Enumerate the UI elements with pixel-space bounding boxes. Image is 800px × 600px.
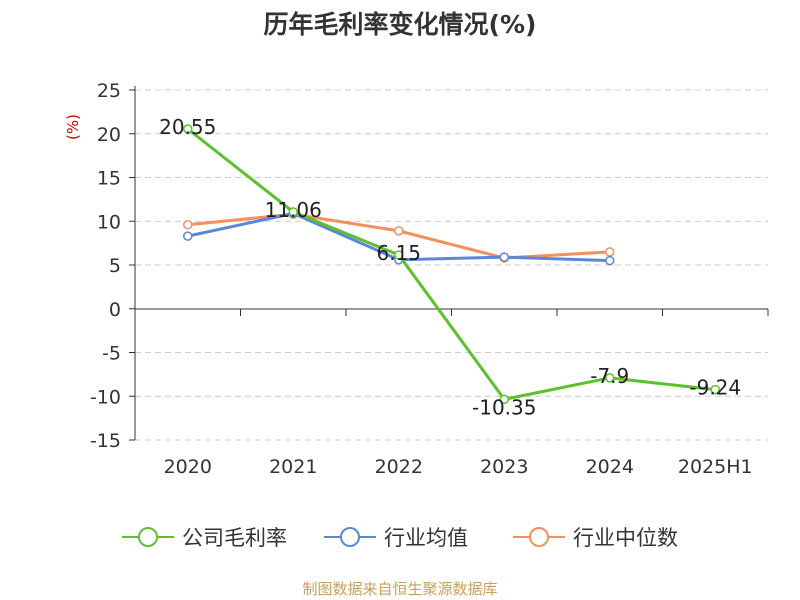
series-line: [186, 127, 716, 401]
x-tick-label: 2022: [375, 456, 423, 478]
data-point: [288, 207, 298, 217]
axes: 25 20 15 10 5 0 -5 -10 -15 2020 2021 2022 2023 2024 20…: [90, 80, 769, 478]
y-tick-label: -15: [90, 430, 121, 452]
data-point: [183, 220, 193, 230]
data-point: [710, 384, 720, 395]
legend-label: 公司毛利率: [182, 526, 287, 550]
x-tick-label: 2023: [480, 456, 528, 478]
legend: 公司毛利率 行业均值 行业中位数: [122, 526, 678, 550]
data-labels: 20.55 11.06 6.15 -10.35 -7.9 -9.24: [159, 115, 741, 419]
chart-title: 历年毛利率变化情况(%): [264, 10, 537, 39]
series-lines: [183, 124, 720, 405]
legend-marker: [340, 527, 360, 547]
x-tick-label: 2024: [586, 456, 634, 478]
y-tick-label: 10: [97, 211, 121, 233]
legend-label: 行业中位数: [573, 526, 678, 550]
y-tick-label: 25: [97, 80, 121, 102]
data-label: -10.35: [472, 395, 536, 419]
data-label: 11.06: [265, 198, 322, 222]
legend-label: 行业均值: [384, 526, 468, 550]
data-label: 6.15: [376, 241, 421, 265]
x-tick-label: 2021: [269, 456, 317, 478]
data-point: [183, 231, 193, 241]
data-label: -9.24: [689, 376, 741, 400]
data-point: [183, 124, 193, 134]
data-point: [605, 373, 615, 383]
data-point: [394, 226, 404, 236]
data-point: [499, 394, 509, 405]
data-point: [605, 255, 615, 266]
legend-marker: [529, 527, 549, 547]
y-tick-label: -10: [90, 386, 121, 408]
y-axis-label: (%): [64, 114, 82, 140]
y-tick-label: 15: [97, 168, 121, 190]
data-source-note: 制图数据来自恒生聚源数据库: [302, 580, 498, 598]
data-label: 20.55: [159, 115, 216, 139]
y-tick-label: 0: [109, 299, 121, 321]
x-tick-label: 2020: [164, 456, 212, 478]
grid-lines: [135, 89, 768, 441]
legend-marker: [138, 527, 158, 547]
data-point: [499, 252, 509, 262]
data-point: [394, 250, 404, 260]
y-tick-label: 5: [109, 255, 121, 277]
data-label: -7.9: [590, 364, 629, 388]
data-point: [605, 247, 615, 257]
x-tick-label: 2025H1: [678, 456, 753, 478]
y-tick-label: 20: [97, 124, 121, 146]
y-tick-label: -5: [102, 343, 121, 365]
